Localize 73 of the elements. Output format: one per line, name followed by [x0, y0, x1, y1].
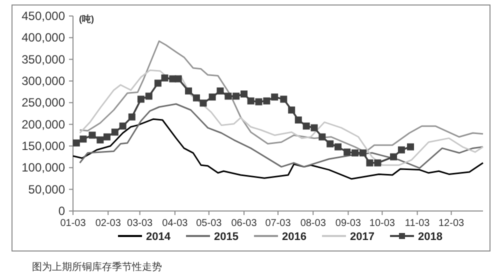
- x-tick-label: 02-03: [95, 218, 122, 229]
- y-tick-label: 100,000: [22, 160, 66, 175]
- y-tick-label: 250,000: [22, 96, 66, 110]
- y-tick-label: 50,000: [28, 182, 66, 196]
- point: [154, 80, 162, 87]
- point: [374, 159, 382, 166]
- point: [208, 94, 216, 101]
- point: [240, 90, 248, 98]
- y-tick-label: 400,000: [22, 30, 66, 45]
- point: [294, 116, 302, 124]
- point: [103, 133, 110, 140]
- point: [359, 149, 366, 156]
- point: [96, 136, 104, 144]
- point: [263, 97, 270, 104]
- point: [407, 143, 414, 150]
- point: [255, 98, 262, 106]
- x-tick-label: 08-03: [300, 218, 326, 229]
- point: [145, 92, 152, 100]
- point: [352, 149, 359, 156]
- y-tick-label: 450,000: [22, 9, 66, 23]
- legend-label: 2016: [282, 231, 306, 243]
- point: [344, 148, 351, 156]
- legend-label: 2018: [418, 231, 442, 243]
- x-tick-label: 07-03: [265, 218, 292, 229]
- point: [390, 153, 398, 160]
- point: [247, 97, 254, 104]
- point: [216, 87, 224, 94]
- x-tick-label: 01-03: [60, 218, 86, 229]
- point: [192, 94, 200, 102]
- point: [398, 146, 405, 154]
- point: [174, 75, 182, 82]
- point: [326, 140, 334, 148]
- point: [128, 113, 136, 120]
- point: [185, 87, 192, 94]
- legend-label: 2014: [146, 231, 172, 243]
- x-tick-label: 12-03: [438, 218, 465, 229]
- point: [200, 100, 207, 107]
- y-tick-label: 300,000: [22, 74, 66, 88]
- point: [161, 74, 168, 82]
- x-tick-label: 09-03: [335, 218, 362, 229]
- y-tick-label: 0: [58, 204, 66, 218]
- point: [80, 136, 87, 143]
- point: [334, 143, 342, 150]
- point: [224, 92, 232, 100]
- text: 图为上期所铜库存季节性走势: [32, 261, 162, 273]
- x-tick-label: 03-03: [127, 218, 154, 229]
- point: [137, 96, 144, 103]
- legend-label: 2017: [350, 231, 374, 243]
- point: [119, 122, 126, 130]
- point: [310, 124, 318, 132]
- point: [72, 139, 80, 146]
- y-tick-label: 350,000: [22, 52, 66, 66]
- x-tick-label: 05-03: [196, 218, 222, 229]
- point: [88, 132, 96, 139]
- legend-label: 2015: [214, 231, 238, 243]
- point: [280, 96, 288, 103]
- point: [318, 133, 326, 140]
- x-tick-label: 06-03: [231, 218, 258, 229]
- y-tick-label: 200,000: [22, 117, 66, 132]
- x-tick-label: 04-03: [162, 218, 188, 229]
- point: [232, 92, 240, 100]
- line-series: [79, 69, 484, 166]
- line-series: [79, 103, 484, 169]
- point: [302, 122, 310, 130]
- point: [288, 106, 296, 114]
- line-series: [72, 118, 484, 180]
- point: [366, 159, 374, 166]
- y-axis-title: (吨): [79, 14, 94, 24]
- x-tick-label: 10-03: [369, 218, 396, 229]
- y-tick-label: 150,000: [22, 139, 66, 153]
- x-tick-label: 11-03: [404, 218, 430, 229]
- point: [111, 128, 118, 136]
- point: [271, 94, 278, 101]
